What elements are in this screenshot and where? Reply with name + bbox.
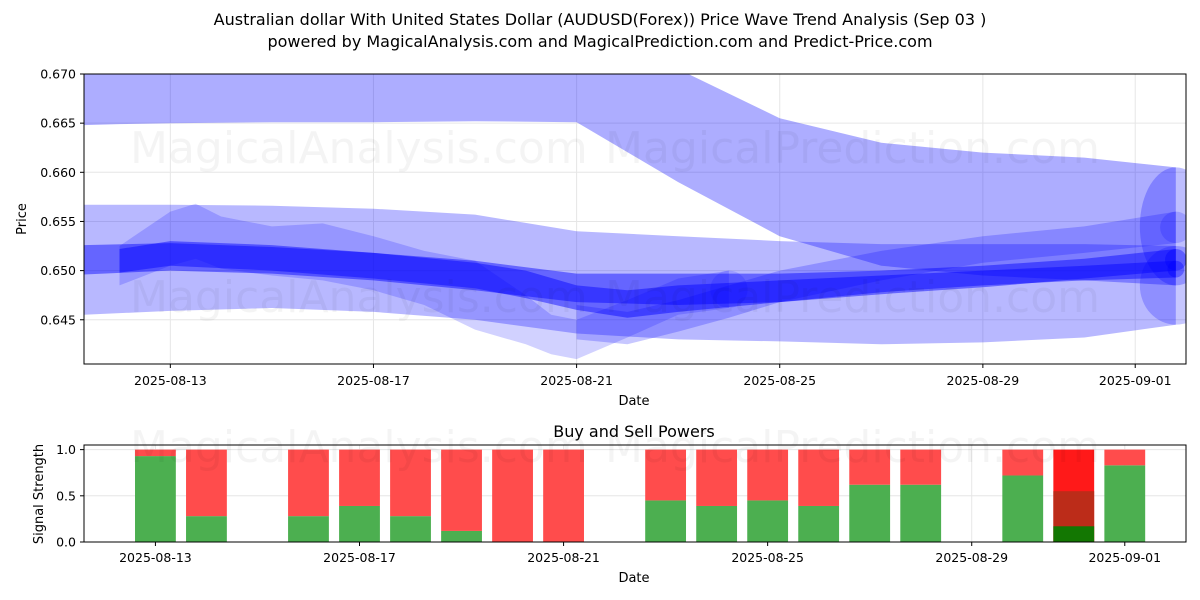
watermark-right-top: MagicalPrediction.com <box>605 123 1100 174</box>
watermark-right-bottom: MagicalPrediction.com <box>605 272 1100 323</box>
sell-bar-2025-09-01 <box>1104 449 1146 466</box>
price-ytick-label-2: 0.655 <box>40 214 76 229</box>
watermark-left-bottom: MagicalAnalysis.com <box>130 272 588 323</box>
price-y-axis-label: Price <box>15 203 30 235</box>
price-ytick-label-5: 0.670 <box>40 67 76 82</box>
sell-bar-2025-08-26 <box>798 449 840 506</box>
price-xtick-label-3: 2025-08-25 <box>743 373 816 388</box>
sell-bar-2025-08-19 <box>441 449 482 531</box>
buy-bar-2025-08-31 <box>1053 526 1095 542</box>
wave-band-0 <box>84 74 1176 286</box>
buy-bar-2025-08-25 <box>747 500 789 542</box>
buy-bar-2025-08-16 <box>288 516 329 542</box>
price-ytick-label-1: 0.650 <box>40 263 76 278</box>
buy-bar-2025-08-23 <box>645 500 687 542</box>
wave-band-1 <box>84 204 1176 345</box>
price-ytick-label-0: 0.645 <box>40 312 76 327</box>
sell-bar-2025-08-23 <box>645 449 687 501</box>
sell-bar-2025-08-17 <box>339 449 380 506</box>
sell-bar-2025-08-25 <box>747 449 789 501</box>
power-chart-panel: Buy and Sell Powers MagicalAnalysis.com … <box>32 422 1187 586</box>
power-xtick-label-0: 2025-08-13 <box>119 550 192 565</box>
sell-bar-2025-08-16 <box>288 449 329 517</box>
buy-bar-2025-09-01 <box>1104 465 1146 542</box>
sell-bar-2025-08-18 <box>390 449 431 517</box>
wave-band-cap-0 <box>1139 167 1186 286</box>
power-xtick-label-3: 2025-08-25 <box>731 550 804 565</box>
price-wave-bands <box>84 74 1186 360</box>
sell-bar-2025-08-13 <box>135 449 176 457</box>
buy-bar-2025-08-24 <box>696 505 738 542</box>
power-bars <box>135 449 1146 542</box>
sell-bar-2025-08-14 <box>186 449 227 517</box>
price-chart-panel: MagicalAnalysis.com MagicalPrediction.co… <box>15 67 1187 409</box>
buy-bar-2025-08-13 <box>135 456 176 542</box>
power-plot-frame <box>83 444 1187 543</box>
buy-bar-2025-08-26 <box>798 505 840 542</box>
price-y-axis: 0.645 0.650 0.655 0.660 0.665 0.670 <box>40 67 84 327</box>
wave-band-5 <box>119 203 729 360</box>
power-y-axis: 0.0 0.5 1.0 <box>56 442 84 550</box>
power-x-axis-label: Date <box>618 571 649 586</box>
sell-bar-2025-08-24 <box>696 449 738 506</box>
power-xtick-label-5: 2025-09-01 <box>1088 550 1161 565</box>
price-xtick-label-5: 2025-09-01 <box>1099 373 1172 388</box>
price-xtick-label-4: 2025-08-29 <box>947 373 1020 388</box>
wave-band-cap-2 <box>1165 248 1186 271</box>
sell-bar-2025-08-30 <box>1002 449 1044 476</box>
watermark-left-top: MagicalAnalysis.com <box>130 123 588 174</box>
price-ytick-label-4: 0.665 <box>40 116 76 131</box>
figure-title-line1: Australian dollar With United States Dol… <box>214 10 987 29</box>
power-ytick-label-2: 1.0 <box>56 442 76 457</box>
price-xtick-label-1: 2025-08-17 <box>337 373 410 388</box>
price-xtick-label-2: 2025-08-21 <box>540 373 613 388</box>
wave-band-cap-3 <box>1167 260 1185 278</box>
buy-bar-2025-08-19 <box>441 530 482 542</box>
price-xtick-label-0: 2025-08-13 <box>134 373 207 388</box>
power-y-axis-label: Signal Strength <box>32 444 47 544</box>
buy-bar-2025-08-27 <box>849 484 891 542</box>
wave-band-2 <box>84 243 1176 305</box>
wave-band-4 <box>576 211 1176 345</box>
power-x-axis: 2025-08-13 2025-08-17 2025-08-21 2025-08-25… <box>119 542 1161 565</box>
sell-bar-2025-08-27 <box>849 449 891 485</box>
wave-band-3 <box>119 241 1176 318</box>
figure-title-line2: powered by MagicalAnalysis.com and Magic… <box>267 32 932 51</box>
buy-bar-2025-08-28 <box>900 484 942 542</box>
price-x-axis-label: Date <box>618 394 649 409</box>
buy-bar-2025-08-17 <box>339 505 380 542</box>
wave-band-cap-5 <box>710 270 748 308</box>
price-ytick-label-3: 0.660 <box>40 165 76 180</box>
wave-band-cap-1 <box>1139 246 1186 325</box>
sell-bar-2025-08-20 <box>492 449 533 542</box>
power-xtick-label-4: 2025-08-29 <box>935 550 1008 565</box>
sell-bar-2025-08-21 <box>543 449 584 542</box>
power-ytick-label-1: 0.5 <box>56 488 76 503</box>
sell-bar-2025-08-28 <box>900 449 942 485</box>
buy-bar-2025-08-30 <box>1002 475 1044 542</box>
power-xtick-label-2: 2025-08-21 <box>527 550 600 565</box>
watermark-left-power: MagicalAnalysis.com <box>130 422 588 473</box>
power-ytick-label-0: 0.0 <box>56 535 76 550</box>
power-xtick-label-1: 2025-08-17 <box>323 550 396 565</box>
watermark-right-power: MagicalPrediction.com <box>605 422 1100 473</box>
buy-bar-2025-08-18 <box>390 516 431 542</box>
price-x-axis: 2025-08-13 2025-08-17 2025-08-21 2025-08-25… <box>134 364 1172 388</box>
wave-band-cap-4 <box>1160 211 1186 244</box>
buy-bar-2025-08-14 <box>186 516 227 542</box>
price-plot-frame <box>83 73 1187 365</box>
power-chart-title: Buy and Sell Powers <box>553 422 715 441</box>
